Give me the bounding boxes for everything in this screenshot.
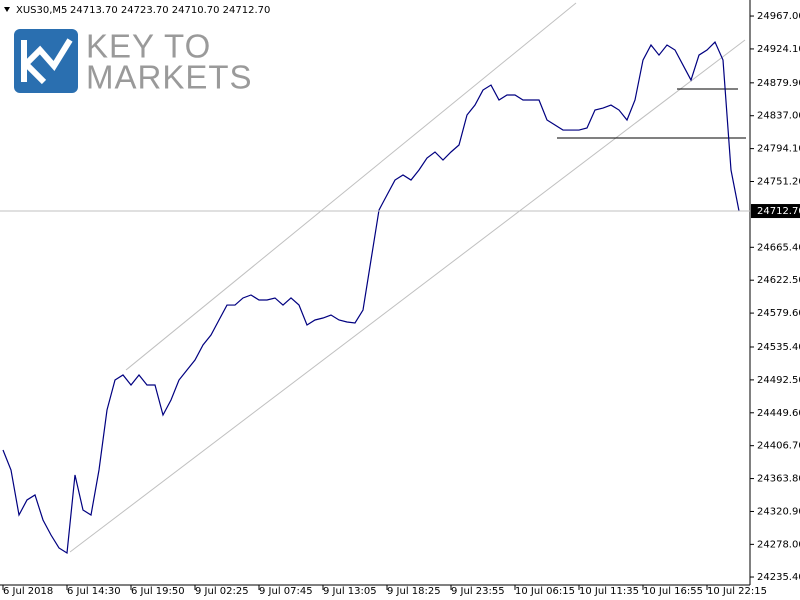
y-tick-label: 24751.20 (757, 177, 800, 188)
y-tick-label: 24363.80 (757, 474, 800, 485)
y-tick-label: 24320.90 (757, 506, 800, 517)
y-tick-label: 24278.00 (757, 539, 800, 550)
y-tick-label: 24837.00 (757, 111, 800, 122)
x-tick-label: 10 Jul 16:55 (643, 586, 703, 597)
ohlc: 24713.70 24723.70 24710.70 24712.70 (70, 5, 270, 16)
x-tick-label: 10 Jul 11:35 (579, 586, 639, 597)
x-tick-label: 9 Jul 18:25 (387, 586, 441, 597)
x-tick-label: 9 Jul 02:25 (195, 586, 249, 597)
y-tick-label: 24406.70 (757, 441, 800, 452)
y-tick-label: 24535.40 (757, 342, 800, 353)
channel-upper (125, 2, 577, 371)
x-tick-label: 6 Jul 2018 (3, 586, 53, 597)
x-tick-label: 9 Jul 13:05 (323, 586, 377, 597)
y-tick-label: 24879.90 (757, 78, 800, 89)
symbol: XUS30,M5 (16, 5, 67, 16)
logo-mark (21, 38, 73, 85)
x-tick-label: 6 Jul 14:30 (67, 586, 121, 597)
y-tick-label: 24924.10 (757, 44, 800, 55)
y-tick-label: 24665.40 (757, 242, 800, 253)
logo: KEY TO MARKETS (14, 28, 253, 96)
last-price-box (751, 204, 800, 219)
x-tick-label: 10 Jul 22:15 (707, 586, 767, 597)
y-tick-label: 24794.10 (757, 144, 800, 155)
x-tick-label: 10 Jul 06:15 (515, 586, 575, 597)
x-tick-label: 9 Jul 07:45 (259, 586, 313, 597)
price-line (2, 40, 740, 554)
y-tick-label: 24967.00 (757, 11, 800, 22)
channel-lower (69, 39, 746, 553)
x-tick-label: 9 Jul 23:55 (451, 586, 505, 597)
y-tick-label: 24449.60 (757, 408, 800, 419)
last-price-label: 24712.70 (757, 206, 800, 217)
y-tick-label: 24622.50 (757, 275, 800, 286)
menu-arrow (4, 7, 10, 12)
y-tick-label: 24235.40 (757, 572, 800, 583)
y-tick-label: 24492.50 (757, 375, 800, 386)
x-tick-label: 6 Jul 19:50 (131, 586, 185, 597)
logo-text: KEY TO (86, 28, 211, 65)
y-tick-label: 24579.60 (757, 308, 800, 319)
logo-text: MARKETS (86, 59, 253, 96)
